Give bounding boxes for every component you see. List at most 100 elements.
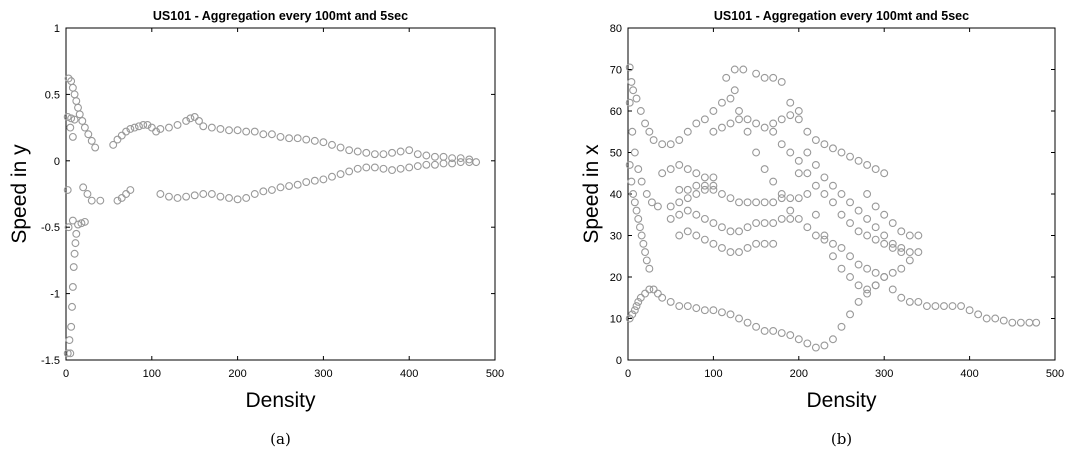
data-point-b bbox=[794, 214, 803, 223]
data-point-a bbox=[233, 195, 242, 204]
data-point-b bbox=[871, 165, 880, 174]
y-tick-label-a: -1 bbox=[50, 289, 60, 301]
data-point-b bbox=[829, 252, 837, 261]
data-point-b bbox=[658, 140, 667, 149]
data-point-a bbox=[186, 114, 195, 123]
data-point-b bbox=[717, 308, 726, 317]
data-point-b bbox=[863, 214, 872, 223]
data-point-b bbox=[683, 206, 692, 215]
data-point-a bbox=[328, 140, 336, 149]
y-tick-label-b: 20 bbox=[610, 272, 622, 284]
data-point-b bbox=[649, 285, 658, 294]
data-point-a bbox=[130, 123, 139, 132]
data-point-b bbox=[957, 302, 966, 310]
data-point-b bbox=[752, 119, 761, 128]
data-point-b bbox=[786, 214, 795, 223]
data-point-b bbox=[739, 65, 748, 74]
data-point-b bbox=[769, 127, 778, 136]
data-point-b bbox=[692, 169, 701, 178]
data-point-b bbox=[717, 244, 726, 252]
data-point-b bbox=[829, 335, 837, 344]
scatter-points-a bbox=[63, 74, 481, 358]
data-point-b bbox=[717, 98, 726, 107]
data-point-a bbox=[70, 115, 79, 124]
data-point-a bbox=[250, 190, 259, 198]
data-point-b bbox=[717, 223, 726, 232]
data-point-a bbox=[465, 158, 474, 167]
chart-panel-b: US101 - Aggregation every 100mt and 5sec… bbox=[580, 9, 1064, 448]
data-point-a bbox=[216, 124, 225, 133]
data-point-b bbox=[717, 190, 726, 198]
data-point-b bbox=[709, 239, 718, 248]
data-point-b bbox=[752, 219, 761, 228]
data-point-b bbox=[820, 341, 829, 350]
data-point-b bbox=[786, 111, 795, 120]
data-point-b bbox=[630, 198, 639, 207]
data-point-b bbox=[730, 65, 739, 74]
x-tick-label-b: 100 bbox=[704, 368, 722, 380]
data-point-a bbox=[216, 192, 225, 201]
data-point-b bbox=[628, 127, 637, 136]
data-point-a bbox=[122, 190, 131, 198]
data-point-a bbox=[379, 150, 388, 159]
data-point-b bbox=[769, 73, 778, 82]
data-point-b bbox=[837, 210, 846, 219]
data-point-a bbox=[336, 170, 345, 179]
data-point-b bbox=[811, 181, 820, 190]
data-point-b bbox=[794, 115, 803, 124]
data-point-b bbox=[735, 198, 743, 207]
data-point-b bbox=[692, 231, 701, 240]
data-point-b bbox=[863, 190, 872, 198]
data-point-a bbox=[310, 136, 319, 145]
data-point-a bbox=[362, 163, 371, 172]
data-point-a bbox=[165, 192, 173, 201]
data-point-a bbox=[66, 349, 75, 358]
data-point-b bbox=[897, 293, 906, 302]
data-point-b bbox=[880, 169, 889, 178]
ticks-a: 0 100 200 300 400 500 -1.5 -1 -0.5 0 0.5 1 bbox=[41, 23, 504, 380]
data-point-b bbox=[820, 140, 829, 149]
data-point-b bbox=[735, 107, 743, 115]
data-point-a bbox=[276, 132, 285, 141]
data-point-a bbox=[207, 123, 216, 132]
data-point-b bbox=[948, 302, 957, 310]
data-point-b bbox=[777, 214, 786, 223]
data-point-a bbox=[117, 131, 126, 140]
data-point-b bbox=[837, 148, 846, 157]
data-point-a bbox=[87, 196, 96, 205]
data-point-b bbox=[794, 194, 803, 203]
scatter-points-b bbox=[625, 63, 1041, 352]
data-point-a bbox=[396, 164, 405, 173]
data-point-a bbox=[147, 123, 156, 132]
data-point-a bbox=[379, 164, 388, 173]
data-point-a bbox=[65, 336, 74, 345]
data-point-b bbox=[1016, 318, 1025, 327]
data-point-a bbox=[370, 150, 379, 159]
data-point-b bbox=[647, 198, 656, 207]
data-point-b bbox=[735, 248, 743, 257]
data-point-a bbox=[456, 158, 465, 167]
data-point-b bbox=[636, 223, 644, 232]
data-point-b bbox=[880, 210, 889, 219]
data-point-a bbox=[267, 130, 276, 139]
data-point-b bbox=[709, 219, 718, 228]
data-point-b bbox=[743, 198, 752, 207]
data-point-a bbox=[353, 147, 362, 156]
data-point-b bbox=[726, 194, 735, 203]
data-point-a bbox=[143, 120, 152, 129]
data-point-b bbox=[863, 289, 872, 298]
data-point-a bbox=[84, 130, 93, 139]
data-point-b bbox=[786, 206, 795, 215]
data-point-b bbox=[675, 161, 684, 169]
data-point-a bbox=[80, 123, 89, 132]
y-tick-label-b: 50 bbox=[610, 148, 622, 160]
data-point-b bbox=[630, 306, 639, 315]
data-point-b bbox=[675, 185, 684, 194]
y-axis-label-b: Speed in x bbox=[580, 144, 603, 244]
data-point-b bbox=[709, 181, 718, 190]
data-point-b bbox=[735, 314, 743, 323]
x-axis-label-a: Density bbox=[245, 389, 316, 412]
data-point-b bbox=[999, 316, 1008, 325]
data-point-a bbox=[117, 194, 126, 202]
